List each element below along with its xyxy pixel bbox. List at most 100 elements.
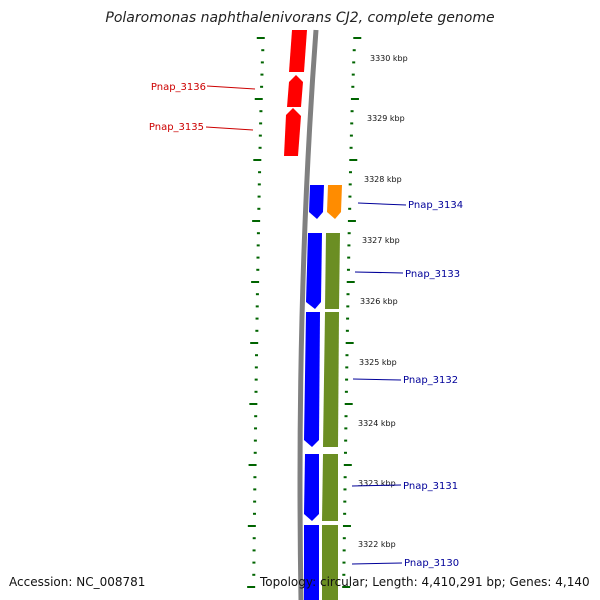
minor-tick bbox=[256, 256, 260, 259]
scale-label: 3328 kbp bbox=[364, 175, 402, 184]
minor-tick bbox=[258, 134, 262, 137]
map-title: Polaromonas naphthalenivorans CJ2, compl… bbox=[105, 10, 495, 26]
minor-tick bbox=[352, 61, 356, 64]
gene-label-pnap-3134: Pnap_3134 bbox=[408, 200, 463, 211]
scale-label: 3325 kbp bbox=[359, 358, 397, 367]
minor-tick bbox=[254, 390, 258, 393]
minor-tick bbox=[253, 451, 257, 454]
minor-tick bbox=[342, 573, 346, 576]
major-tick bbox=[344, 403, 353, 405]
minor-tick bbox=[351, 85, 355, 88]
minor-tick bbox=[257, 183, 261, 186]
major-tick bbox=[252, 220, 261, 222]
minor-tick bbox=[346, 293, 350, 296]
major-tick bbox=[251, 281, 260, 283]
gene-arrow-pnap-3131 bbox=[304, 454, 319, 521]
minor-tick bbox=[348, 195, 352, 198]
minor-tick bbox=[252, 573, 256, 576]
scale-label: 3323 kbp bbox=[358, 479, 396, 488]
minor-tick bbox=[255, 317, 259, 320]
minor-tick bbox=[257, 195, 261, 198]
forward-strand-genes bbox=[304, 185, 324, 600]
minor-tick bbox=[345, 378, 349, 381]
gene-label-pnap-3133: Pnap_3133 bbox=[405, 269, 460, 280]
minor-tick bbox=[253, 476, 257, 479]
minor-tick bbox=[345, 366, 349, 369]
gene-label-pnap-3132: Pnap_3132 bbox=[403, 375, 458, 386]
cds-segment-1 bbox=[325, 233, 340, 309]
gene-arrow-top bbox=[289, 30, 307, 72]
minor-tick bbox=[345, 329, 349, 332]
minor-tick bbox=[255, 305, 259, 308]
scale-label: 3330 kbp bbox=[370, 54, 408, 63]
minor-tick bbox=[344, 415, 348, 418]
major-tick bbox=[349, 159, 358, 161]
major-tick bbox=[248, 464, 257, 466]
minor-tick bbox=[255, 329, 259, 332]
inner-tick-ring bbox=[247, 37, 265, 588]
cds-segment-3 bbox=[322, 454, 338, 521]
minor-tick bbox=[344, 439, 348, 442]
label-leader-pnap-3133 bbox=[354, 271, 404, 274]
minor-tick bbox=[260, 73, 264, 76]
minor-tick bbox=[252, 537, 256, 540]
minor-tick bbox=[348, 171, 352, 174]
major-tick bbox=[254, 98, 263, 100]
minor-tick bbox=[252, 512, 256, 515]
minor-tick bbox=[255, 293, 259, 296]
minor-tick bbox=[345, 354, 349, 357]
minor-tick bbox=[344, 390, 348, 393]
minor-tick bbox=[349, 146, 353, 149]
label-leader-pnap-3130 bbox=[351, 562, 403, 565]
minor-tick bbox=[347, 244, 351, 247]
scale-labels: 3330 kbp 3329 kbp 3328 kbp 3327 kbp 3326… bbox=[358, 54, 408, 549]
scale-label: 3329 kbp bbox=[367, 114, 405, 123]
minor-tick bbox=[260, 85, 264, 88]
minor-tick bbox=[253, 500, 257, 503]
minor-tick bbox=[252, 549, 256, 552]
cds-track bbox=[322, 233, 340, 600]
gene-arrow-pnap-3135 bbox=[284, 108, 301, 156]
minor-tick bbox=[253, 439, 257, 442]
minor-tick bbox=[346, 268, 350, 271]
major-tick bbox=[342, 586, 351, 588]
cds-segment-2 bbox=[323, 312, 339, 447]
major-tick bbox=[247, 525, 256, 527]
label-leader-pnap-3135 bbox=[205, 126, 254, 131]
minor-tick bbox=[343, 500, 347, 503]
gene-arrow-pnap-3130 bbox=[304, 525, 319, 600]
gene-arrow-pnap-3133 bbox=[306, 233, 322, 309]
scale-label: 3324 kbp bbox=[358, 419, 396, 428]
major-tick bbox=[346, 281, 355, 283]
minor-tick bbox=[260, 61, 264, 64]
minor-tick bbox=[252, 561, 256, 564]
major-tick bbox=[249, 403, 258, 405]
label-leader-pnap-3134 bbox=[357, 202, 407, 206]
minor-tick bbox=[343, 451, 347, 454]
gene-label-pnap-3136: Pnap_3136 bbox=[151, 82, 206, 93]
minor-tick bbox=[348, 207, 352, 210]
minor-tick bbox=[254, 427, 258, 430]
minor-tick bbox=[258, 171, 262, 174]
outer-tick-ring bbox=[342, 37, 362, 588]
minor-tick bbox=[343, 476, 347, 479]
minor-tick bbox=[256, 232, 260, 235]
minor-tick bbox=[348, 183, 352, 186]
minor-tick bbox=[259, 122, 263, 125]
label-leader-pnap-3132 bbox=[352, 378, 402, 381]
major-tick bbox=[256, 37, 265, 39]
minor-tick bbox=[255, 354, 259, 357]
minor-tick bbox=[344, 427, 348, 430]
minor-tick bbox=[254, 366, 258, 369]
minor-tick bbox=[258, 146, 262, 149]
minor-tick bbox=[349, 134, 353, 137]
gene-arrow-pnap-3132 bbox=[304, 312, 320, 447]
gene-label-pnap-3130: Pnap_3130 bbox=[404, 558, 459, 569]
accession-text: Accession: NC_008781 bbox=[9, 575, 146, 589]
gene-arrow-pnap-3134 bbox=[309, 185, 324, 219]
minor-tick bbox=[347, 256, 351, 259]
minor-tick bbox=[343, 488, 347, 491]
minor-tick bbox=[347, 232, 351, 235]
